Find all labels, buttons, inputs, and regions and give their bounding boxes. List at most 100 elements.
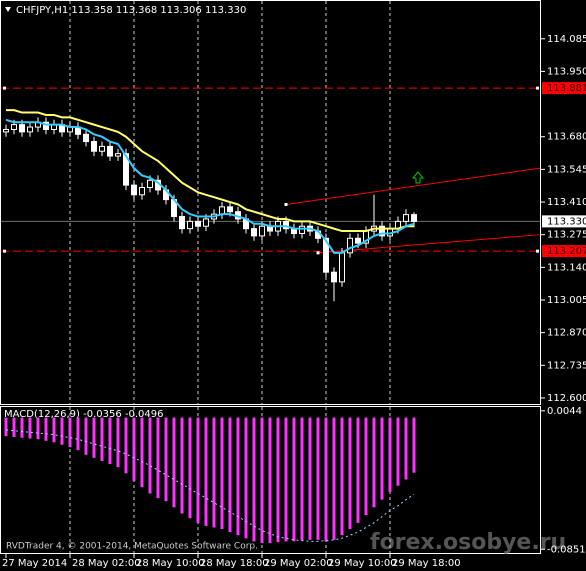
macd-bar [324,417,328,542]
candle-body [139,187,145,196]
macd-bar [84,417,88,455]
macd-bar [76,417,80,451]
candle-body [283,220,289,230]
candle-body [403,214,409,222]
macd-bar [396,417,400,486]
candle-body [219,206,225,215]
macd-bar [284,417,288,542]
macd-bar [292,417,296,542]
menu-arrow[interactable] [5,7,11,12]
macd-bar [388,417,392,492]
level-label: 113.207 [547,246,586,257]
macd-bar [132,417,136,482]
price-label: 113.330 [547,216,586,227]
candle-body [323,237,329,273]
x-tick-label: 29 May 10:00 [328,558,397,569]
x-tick-label: 28 May 18:00 [200,558,269,569]
trendline [285,167,541,205]
macd-bar [204,417,208,526]
macd-bar [44,417,48,441]
candle-body [11,124,17,130]
candle-body [195,220,201,227]
y-tick-label: 113.410 [547,197,586,208]
candle-body [379,225,385,237]
macd-bar [212,417,216,528]
macd-bar [140,417,144,488]
level-dot [536,249,539,253]
candle-body [299,225,305,234]
candle-body [147,179,153,189]
macd-bar [236,417,240,536]
level-dot [536,86,539,90]
macd-bar [172,417,176,508]
macd-bar [52,417,56,443]
candle-body [339,252,345,283]
macd-bar [124,417,128,474]
macd-bar [4,417,8,437]
macd-bar [108,417,112,465]
macd-bar [196,417,200,523]
macd-bar [380,417,384,500]
candle-body [19,124,25,133]
macd-bar [404,417,408,480]
macd-bar [68,417,72,447]
candle-body [27,126,33,133]
macd-bar [156,417,160,499]
candle-body [251,228,257,237]
y-tick-label: 113.275 [547,230,586,241]
candle-body [107,145,113,157]
macd-bar [268,417,272,543]
candle-body [91,141,97,152]
y-tick-label: 0.0044 [547,406,582,417]
macd-bar [364,417,368,516]
candle-body [99,145,105,152]
y-tick-label: 113.545 [547,164,586,175]
macd-bar [244,417,248,539]
macd-bar [60,417,64,445]
candle-body [355,237,361,244]
y-tick-label: 113.950 [547,66,586,77]
level-dot [3,249,6,253]
y-tick-label: 113.680 [547,132,586,143]
candle-body [43,121,49,130]
macd-bar [332,417,336,540]
candle-body [123,153,129,186]
macd-bar [164,417,168,502]
macd-bar [372,417,376,508]
macd-title: MACD(12,26,9) -0.0356 -0.0496 [4,409,164,420]
macd-bar [180,417,184,514]
macd-bar [220,417,224,530]
candle-body [3,128,9,133]
y-tick-label: 112.735 [547,360,586,371]
macd-bar [188,417,192,519]
chart-title: CHFJPY,H1 113.358 113.368 113.306 113.33… [16,5,246,16]
level-tag [542,82,586,95]
macd-bar [252,417,256,542]
trendline [317,234,541,254]
y-tick-label: 112.870 [547,328,586,339]
footer: RVDTrader 4, © 2001-2014, MetaQuotes Sof… [6,542,258,552]
trendline-anchor [316,251,320,255]
watermark: forex.osobye.ru [370,530,566,555]
macd-bar [36,417,40,440]
macd-bar [412,417,416,473]
macd-bar [260,417,264,543]
macd-bar [20,417,24,438]
y-tick-label: 113.140 [547,262,586,273]
y-tick-label: -0.0851 [547,544,586,555]
macd-bar [92,417,96,458]
macd-bar [28,417,32,439]
x-tick-label: 27 May 2014 [2,558,67,569]
moving-average [6,109,414,233]
candle-body [179,216,185,230]
level-label: 113.881 [547,83,586,94]
price-tag [542,215,586,228]
macd-bar [300,417,304,541]
moving-average [5,118,415,254]
y-tick-label: 114.085 [547,34,586,45]
macd-bar [116,417,120,468]
macd-bar [308,417,312,540]
main-panel [0,0,541,405]
candle-body [83,133,89,143]
